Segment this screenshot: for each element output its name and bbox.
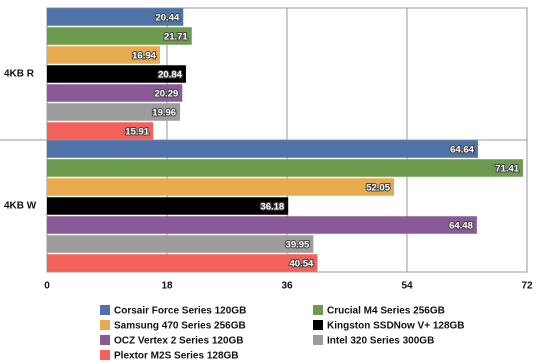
x-tick-label: 0	[44, 281, 50, 292]
x-tick-label: 72	[521, 281, 533, 292]
value-label: 15.91	[125, 127, 149, 138]
value-label: 64.64	[450, 145, 474, 156]
legend-label: Kingston SSDNow V+ 128GB	[327, 321, 465, 332]
bar	[47, 46, 160, 64]
value-label: 52.05	[366, 183, 390, 194]
legend-swatch	[100, 320, 110, 330]
x-tick-label: 18	[161, 281, 173, 292]
value-label: 20.44	[155, 13, 179, 24]
legend-swatch	[100, 350, 110, 360]
legend-label: OCZ Vertex 2 Series 120GB	[114, 336, 244, 347]
bar	[47, 140, 478, 158]
value-label: 20.29	[154, 89, 178, 100]
bar	[47, 197, 289, 215]
value-label: 36.18	[260, 202, 284, 213]
bar	[47, 8, 184, 26]
legend-label: Samsung 470 Series 256GB	[114, 321, 246, 332]
legend-swatch	[313, 320, 323, 330]
bar	[47, 84, 183, 102]
y-tick-label: 4KB R	[4, 69, 35, 80]
bar	[47, 122, 154, 140]
value-label: 21.71	[164, 32, 188, 43]
value-label: 39.95	[286, 240, 310, 251]
bar	[47, 159, 524, 177]
bar	[47, 178, 394, 196]
bar	[47, 65, 186, 83]
bar	[47, 27, 192, 45]
legend-swatch	[100, 305, 110, 315]
legend-label: Plextor M2S Series 128GB	[114, 351, 239, 362]
bar	[47, 254, 318, 272]
value-label: 20.84	[158, 70, 182, 81]
legend-swatch	[313, 335, 323, 345]
value-label: 40.54	[289, 259, 313, 270]
value-label: 71.41	[495, 164, 519, 175]
bar	[47, 103, 181, 121]
x-tick-label: 54	[401, 281, 413, 292]
legend-label: Intel 320 Series 300GB	[327, 336, 434, 347]
legend-label: Crucial M4 Series 256GB	[327, 306, 445, 317]
y-tick-label: 4KB W	[4, 201, 37, 212]
bar	[47, 216, 477, 234]
bar	[47, 235, 314, 253]
legend-swatch	[100, 335, 110, 345]
value-label: 64.48	[449, 221, 473, 232]
x-tick-label: 36	[281, 281, 293, 292]
legend-swatch	[313, 305, 323, 315]
legend-label: Corsair Force Series 120GB	[114, 306, 246, 317]
value-label: 16.94	[132, 51, 156, 62]
value-label: 19.96	[152, 108, 176, 119]
